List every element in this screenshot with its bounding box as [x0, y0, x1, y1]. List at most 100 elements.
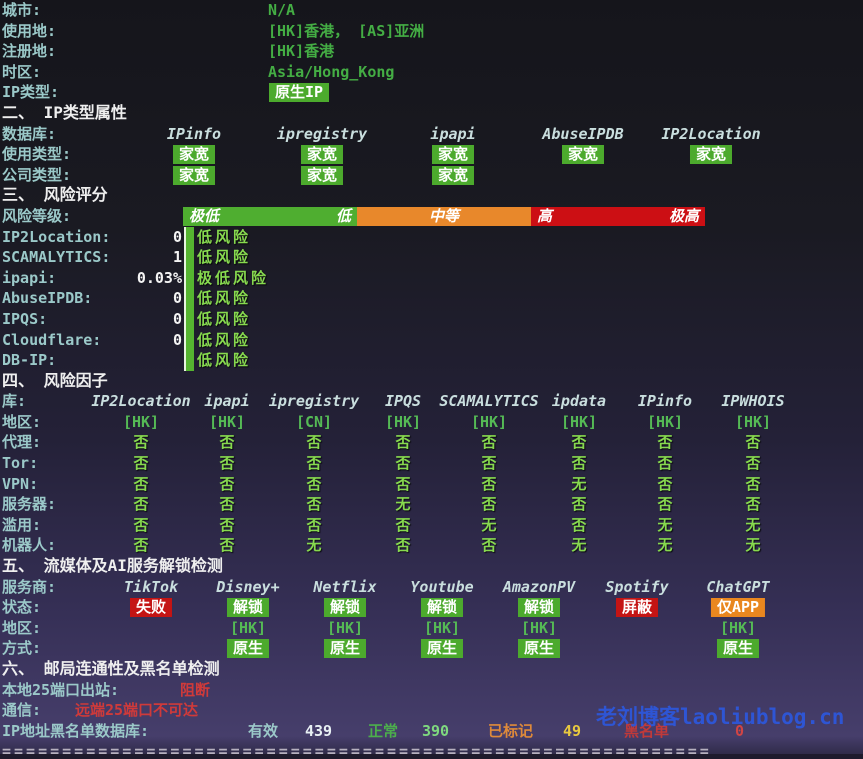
method-cell: 原生: [716, 638, 760, 659]
method-label: 方式:: [2, 639, 42, 658]
method-cell: 原生: [323, 638, 367, 659]
ip-type-badge-wrap: 原生IP: [269, 82, 330, 103]
section5-header-row: 五、 流媒体及AI服务解锁检测: [0, 556, 863, 577]
section2-database-row: 数据库: IPinfo ipregistry ipapi AbuseIPDB I…: [0, 124, 863, 145]
provider-youtube: Youtube: [410, 577, 474, 596]
factor-cell: 否: [571, 495, 587, 514]
stream-region-label: 地区:: [2, 618, 42, 637]
factor-db: IPWHOIS: [721, 392, 785, 411]
factor-cell: 否: [395, 433, 411, 452]
method-badge-native: 原生: [323, 639, 367, 659]
factor-cell: [HK]: [470, 412, 508, 431]
score-risk-text: 低风险: [197, 248, 252, 267]
stream-region-row: 地区: [HK] [HK] [HK] [HK] [HK]: [0, 618, 863, 639]
bottom-edge-strip: [0, 754, 863, 759]
row-timezone: 时区: Asia/Hong_Kong: [0, 62, 863, 83]
method-badge-native: 原生: [226, 639, 270, 659]
row-city: 城市: N/A: [0, 0, 863, 21]
score-value: 0: [172, 289, 182, 308]
provider-disney: Disney+: [216, 577, 280, 596]
section4-database-row: 库: IP2Location ipapi ipregistry IPQS SCA…: [0, 391, 863, 412]
port25-status: 阻断: [180, 680, 211, 699]
score-name: DB-IP:: [2, 351, 57, 370]
factor-db: IPQS: [384, 392, 422, 411]
stat-marked-value: 49: [563, 721, 582, 740]
factor-cell: 否: [219, 454, 235, 473]
status-row: 状态: 失败 解锁 解锁 解锁 解锁 屏蔽 仅APP: [0, 597, 863, 618]
method-badge-native: 原生: [517, 639, 561, 659]
factor-cell: [HK]: [122, 412, 160, 431]
factor-cell: 否: [306, 515, 322, 534]
factor-cell: [HK]: [646, 412, 684, 431]
factor-db: IPinfo: [637, 392, 693, 411]
stat-marked-label: 已标记: [488, 721, 534, 740]
factor-label: Tor:: [2, 454, 39, 473]
provider-label: 服务商:: [2, 577, 57, 596]
method-cell: 原生: [420, 638, 464, 659]
risk-bar-medium-text: 中等: [428, 207, 459, 226]
factor-db-label: 库:: [2, 392, 27, 411]
risk-level-row: 风险等级: 极低 低 中等 高 极高: [0, 206, 863, 227]
factor-cell: 否: [306, 495, 322, 514]
usage-badge: 家宽: [172, 145, 216, 165]
factor-label: VPN:: [2, 474, 39, 493]
blacklist-label: IP地址黑名单数据库:: [2, 721, 150, 740]
stream-region-cell: [HK]: [423, 618, 461, 637]
provider-netflix: Netflix: [313, 577, 377, 596]
risk-bar-verylow-text: 极低: [189, 207, 220, 226]
factor-cell: 否: [571, 433, 587, 452]
factor-cell: 否: [657, 433, 673, 452]
factor-cell: 无: [657, 515, 673, 534]
factor-row-vpn: VPN: 否 否 否 否 否 无 否 否: [0, 474, 863, 495]
factor-cell: [HK]: [384, 412, 422, 431]
method-badge-native: 原生: [716, 639, 760, 659]
timezone-label: 时区:: [2, 62, 42, 81]
stat-valid-label: 有效: [248, 721, 279, 740]
factor-cell: [HK]: [734, 412, 772, 431]
blacklist-row: IP地址黑名单数据库: 有效 439 正常 390 已标记 49 黑名单 0: [0, 721, 863, 742]
factor-cell: 否: [745, 474, 761, 493]
stat-black-value: 0: [735, 721, 745, 740]
factor-cell: 否: [219, 515, 235, 534]
status-cell: 解锁: [226, 597, 270, 618]
status-cell: 解锁: [323, 597, 367, 618]
stream-region-cell: [HK]: [326, 618, 364, 637]
score-value: 0: [172, 330, 182, 349]
risk-level-bar: 极低 低 中等 高 极高: [183, 206, 705, 226]
db-ipapi: ipapi: [430, 124, 476, 143]
port25-row: 本地25端口出站: 阻断: [0, 680, 863, 701]
factor-cell: 否: [481, 536, 497, 555]
status-cell: 屏蔽: [615, 597, 659, 618]
risk-level-label: 风险等级:: [2, 206, 72, 225]
status-badge-unlocked: 解锁: [420, 598, 464, 618]
factor-cell: 否: [133, 474, 149, 493]
factor-cell: 无: [306, 536, 322, 555]
section4-title: 四、 风险因子: [2, 370, 108, 390]
database-label: 数据库:: [2, 124, 57, 143]
usage-cell: 家宽: [172, 144, 216, 165]
registration-location-value: [HK]香港: [268, 42, 335, 61]
score-bar-tick: [184, 267, 194, 289]
score-name: Cloudflare:: [2, 330, 102, 349]
status-badge-unlocked: 解锁: [517, 598, 561, 618]
score-name: AbuseIPDB:: [2, 289, 93, 308]
factor-cell: 否: [571, 454, 587, 473]
factor-cell: 否: [219, 433, 235, 452]
factor-cell: 否: [133, 536, 149, 555]
score-row-cloudflare: Cloudflare: 0 低风险: [0, 329, 863, 351]
factor-cell: 无: [395, 495, 411, 514]
factor-cell: 否: [481, 474, 497, 493]
blog-watermark: 老刘博客laoliublog.cn: [596, 705, 845, 729]
score-name: IPQS:: [2, 309, 48, 328]
score-bar-tick: [184, 350, 194, 371]
score-name: ipapi:: [2, 268, 57, 287]
row-usage-location: 使用地: [HK]香港， [AS]亚洲: [0, 21, 863, 42]
factor-cell: [HK]: [208, 412, 246, 431]
company-badge: 家宽: [300, 165, 344, 185]
score-risk-text: 低风险: [197, 309, 252, 328]
status-badge-blocked: 屏蔽: [615, 598, 659, 618]
factor-label: 代理:: [2, 433, 42, 452]
provider-chatgpt: ChatGPT: [706, 577, 770, 596]
factor-cell: 否: [219, 474, 235, 493]
company-badge: 家宽: [172, 165, 216, 185]
